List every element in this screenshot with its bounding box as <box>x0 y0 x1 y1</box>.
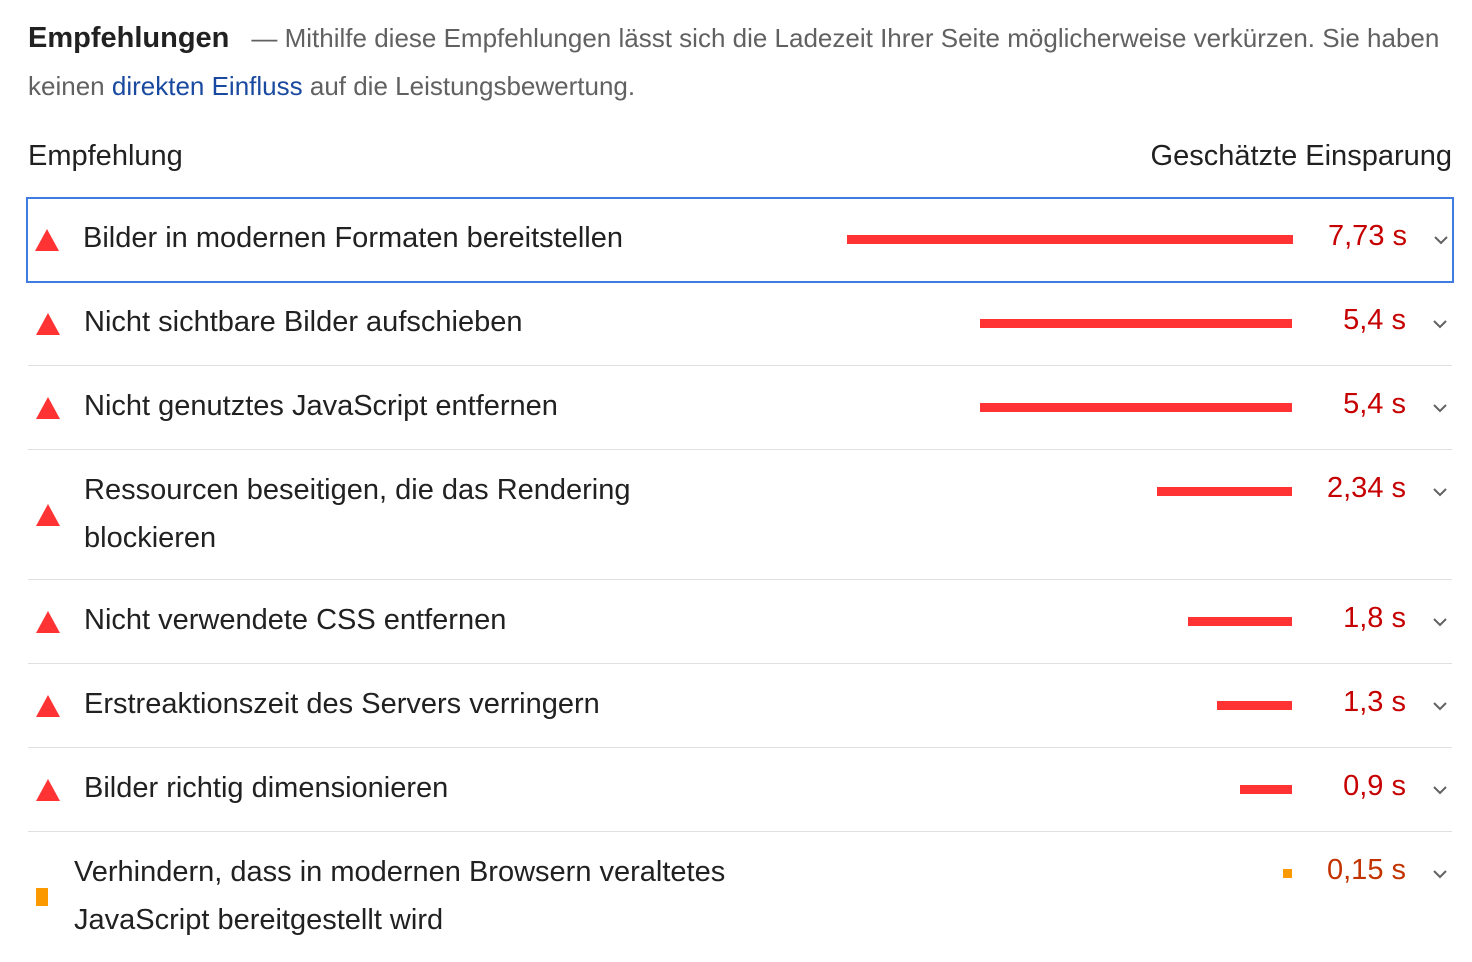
savings-value: 0,9 s <box>1343 770 1406 802</box>
opportunity-title: Bilder richtig dimensionieren <box>84 772 449 804</box>
opportunity-row[interactable]: Nicht verwendete CSS entfernen 1,8 s <box>28 580 1452 664</box>
opportunity-title: Nicht verwendete CSS entfernen <box>84 604 507 636</box>
savings-bar <box>1283 869 1292 878</box>
savings-value: 5,4 s <box>1343 388 1406 420</box>
chevron-down-icon[interactable] <box>1432 400 1448 416</box>
chevron-down-icon[interactable] <box>1433 232 1449 248</box>
heading-dash: — <box>251 23 278 53</box>
savings-value: 2,34 s <box>1327 472 1406 504</box>
opportunity-title: Nicht genutztes JavaScript entfernen <box>84 390 558 422</box>
red-triangle-icon <box>36 397 60 419</box>
savings-bar <box>980 403 1292 412</box>
chevron-down-icon[interactable] <box>1432 698 1448 714</box>
column-header: Empfehlung Geschätzte Einsparung <box>28 140 1452 184</box>
opportunity-row[interactable]: Ressourcen beseitigen, die das Rendering… <box>28 450 1452 580</box>
red-triangle-icon <box>35 229 59 251</box>
savings-value: 7,73 s <box>1328 220 1407 252</box>
red-triangle-icon <box>36 504 60 526</box>
savings-bar <box>1157 487 1292 496</box>
opportunity-title: Ressourcen beseitigen, die das Rendering… <box>84 474 631 554</box>
savings-value: 1,8 s <box>1343 602 1406 634</box>
opportunity-title: Bilder in modernen Formaten bereitstelle… <box>83 222 623 254</box>
direct-influence-link[interactable]: direkten Einfluss <box>111 71 303 101</box>
chevron-down-icon[interactable] <box>1432 614 1448 630</box>
opportunity-row[interactable]: Bilder in modernen Formaten bereitstelle… <box>26 197 1454 283</box>
savings-value: 0,15 s <box>1327 854 1406 886</box>
red-triangle-icon <box>36 695 60 717</box>
column-header-recommendation: Empfehlung <box>28 140 183 172</box>
opportunity-title: Erstreaktionszeit des Servers verringern <box>84 688 600 720</box>
orange-square-icon <box>36 888 48 906</box>
intro-text-2: auf die Leistungsbewertung. <box>309 71 636 101</box>
savings-bar <box>1240 785 1292 794</box>
opportunity-row[interactable]: Verhindern, dass in modernen Browsern ve… <box>28 832 1452 962</box>
opportunity-row[interactable]: Nicht sichtbare Bilder aufschieben 5,4 s <box>28 282 1452 366</box>
savings-value: 5,4 s <box>1343 304 1406 336</box>
column-header-savings: Geschätzte Einsparung <box>1150 140 1452 172</box>
red-triangle-icon <box>36 313 60 335</box>
opportunity-list: Bilder in modernen Formaten bereitstelle… <box>26 197 1454 962</box>
savings-bar <box>980 319 1292 328</box>
red-triangle-icon <box>36 779 60 801</box>
chevron-down-icon[interactable] <box>1432 782 1448 798</box>
section-intro: Empfehlungen — Mithilfe diese Empfehlunge… <box>28 14 1448 110</box>
savings-bar <box>1217 701 1292 710</box>
red-triangle-icon <box>36 611 60 633</box>
opportunity-row[interactable]: Erstreaktionszeit des Servers verringern… <box>28 664 1452 748</box>
section-heading: Empfehlungen <box>28 22 230 54</box>
savings-bar <box>847 235 1293 244</box>
savings-bar <box>1188 617 1292 626</box>
chevron-down-icon[interactable] <box>1432 316 1448 332</box>
savings-value: 1,3 s <box>1343 686 1406 718</box>
opportunity-title: Verhindern, dass in modernen Browsern ve… <box>74 856 726 936</box>
opportunity-row[interactable]: Bilder richtig dimensionieren 0,9 s <box>28 748 1452 832</box>
intro-text-1: Mithilfe diese Empfehlungen lässt sich d… <box>28 23 1440 101</box>
chevron-down-icon[interactable] <box>1432 484 1448 500</box>
opportunity-row[interactable]: Nicht genutztes JavaScript entfernen 5,4… <box>28 366 1452 450</box>
chevron-down-icon[interactable] <box>1432 866 1448 882</box>
opportunity-title: Nicht sichtbare Bilder aufschieben <box>84 306 523 338</box>
